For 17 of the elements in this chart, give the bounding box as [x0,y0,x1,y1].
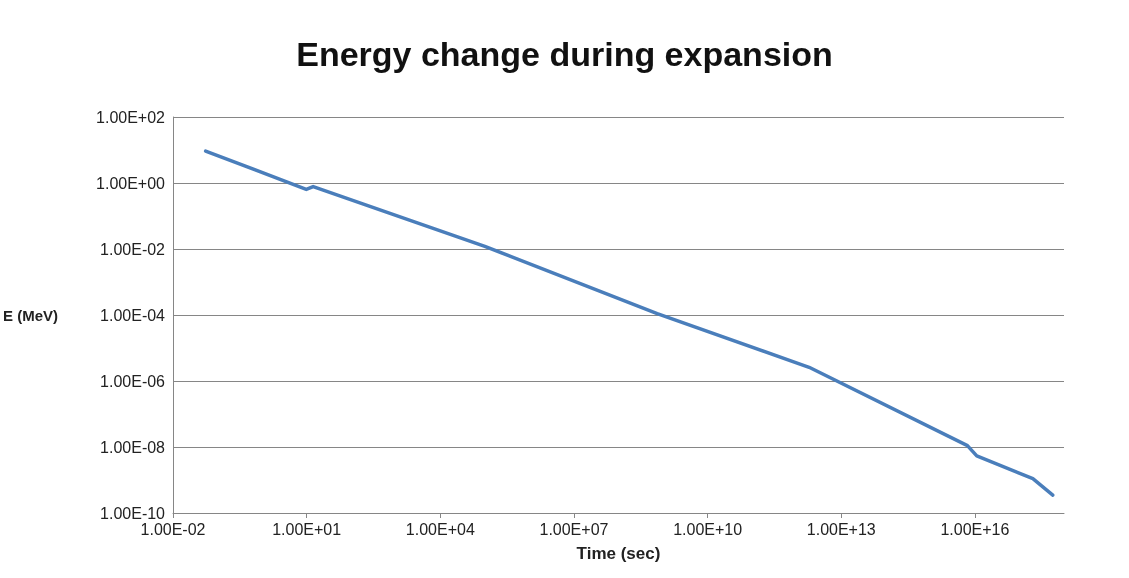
y-tick-label: 1.00E-08 [100,438,166,456]
x-tick-label: 1.00E+07 [539,520,609,538]
x-tick-label: 1.00E-02 [140,520,206,538]
y-tick-label: 1.00E+00 [96,174,166,192]
x-tick-label: 1.00E+16 [940,520,1010,538]
x-axis-title: Time (sec) [576,544,661,563]
y-tick-label: 1.00E+02 [96,108,166,126]
x-tick-label: 1.00E+01 [272,520,342,538]
y-tick-label: 1.00E-06 [100,372,166,390]
y-axis-title: E (MeV) [2,306,58,324]
x-tick-label: 1.00E+10 [673,520,743,538]
y-tick-label: 1.00E-04 [100,306,166,324]
x-tick-label: 1.00E+04 [405,520,475,538]
x-tick-label: 1.00E+13 [806,520,876,538]
y-tick-label: 1.00E-10 [100,504,166,522]
y-tick-label: 1.00E-02 [100,240,166,258]
chart-title: Energy change during expansion [296,35,833,73]
